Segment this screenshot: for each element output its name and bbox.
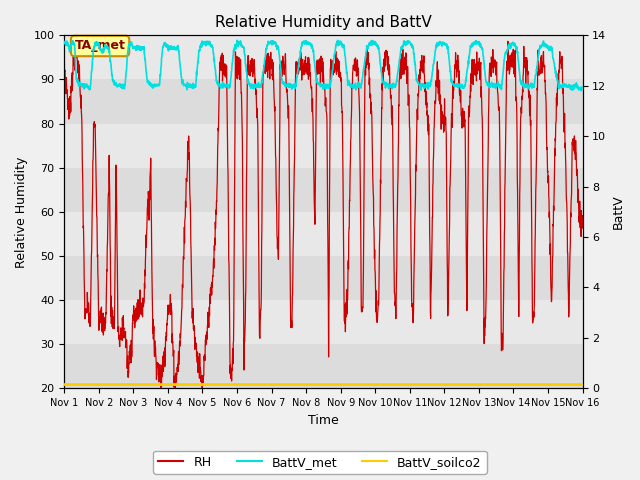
Bar — [64, 80, 582, 123]
Bar — [64, 168, 582, 212]
Bar — [64, 123, 582, 168]
Bar — [64, 212, 582, 256]
Y-axis label: Relative Humidity: Relative Humidity — [15, 156, 28, 267]
Bar — [64, 300, 582, 344]
X-axis label: Time: Time — [308, 414, 339, 427]
Y-axis label: BattV: BattV — [612, 194, 625, 229]
Bar — [64, 344, 582, 388]
Bar — [64, 256, 582, 300]
Title: Relative Humidity and BattV: Relative Humidity and BattV — [215, 15, 432, 30]
Bar — [64, 36, 582, 80]
Text: TA_met: TA_met — [75, 39, 125, 52]
Legend: RH, BattV_met, BattV_soilco2: RH, BattV_met, BattV_soilco2 — [154, 451, 486, 474]
